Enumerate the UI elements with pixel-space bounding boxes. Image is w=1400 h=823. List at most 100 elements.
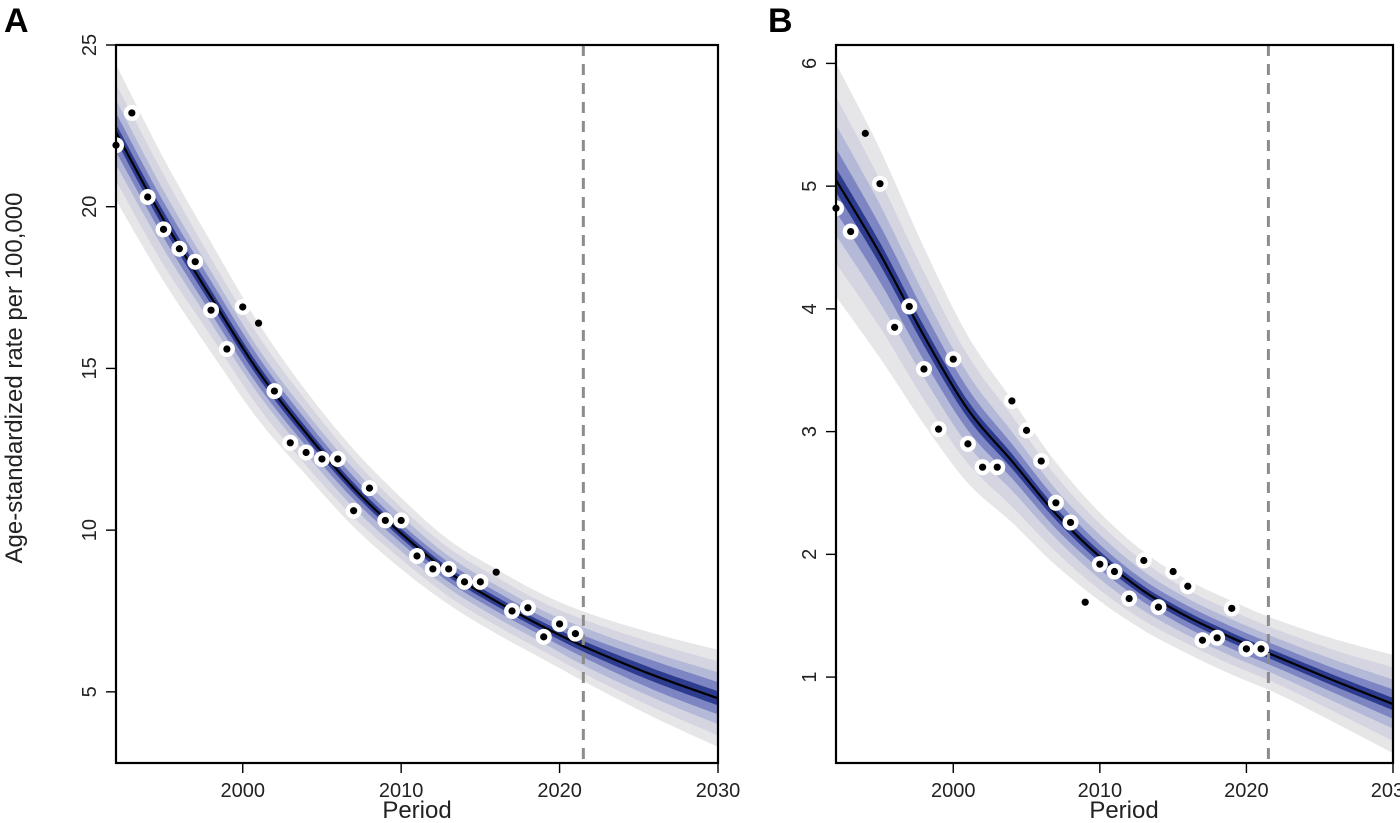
x-tick-label: 2020 — [1224, 780, 1269, 802]
panel-a: A 2000 2010 2020 2030 5 10 15 20 25 Period — [4, 2, 740, 823]
observed-point — [1008, 397, 1016, 405]
observed-point — [1066, 518, 1075, 527]
observed-point — [847, 227, 855, 236]
uncertainty-band-5 — [116, 124, 718, 706]
observed-point — [492, 568, 500, 576]
observed-point — [1110, 567, 1119, 576]
observed-point — [905, 302, 913, 311]
observed-point — [540, 633, 548, 641]
observed-point — [397, 516, 405, 525]
observed-points — [108, 104, 584, 645]
y-tick-label: 2 — [799, 549, 821, 560]
observed-point — [1228, 604, 1236, 612]
observed-point — [876, 180, 884, 188]
observed-point — [1257, 645, 1265, 653]
observed-point — [935, 425, 943, 433]
y-tick-label: 20 — [79, 196, 101, 218]
observed-point — [318, 455, 326, 463]
observed-point — [861, 129, 869, 137]
uncertainty-bands — [836, 63, 1393, 754]
observed-point — [891, 323, 899, 331]
y-tick-label: 4 — [799, 303, 821, 314]
observed-point — [429, 565, 437, 573]
observed-points — [828, 129, 1270, 657]
y-tick-label: 10 — [79, 519, 101, 541]
observed-point — [524, 604, 532, 612]
uncertainty-bands — [116, 64, 718, 747]
x-axis-title: Period — [1089, 797, 1158, 823]
observed-point — [128, 109, 136, 117]
plot-frame — [834, 43, 1395, 765]
observed-point — [1096, 560, 1104, 568]
y-tick-label: 15 — [79, 357, 101, 379]
observed-point — [964, 440, 972, 448]
observed-point — [159, 225, 168, 233]
observed-point — [1140, 556, 1148, 565]
observed-point — [1154, 603, 1163, 611]
observed-point — [1242, 645, 1251, 653]
fitted-curve — [115, 131, 719, 700]
plot-frame — [114, 43, 720, 765]
observed-point — [1125, 594, 1133, 603]
observed-point — [207, 306, 215, 314]
x-tick-label: 2030 — [1371, 780, 1400, 802]
observed-point — [1037, 457, 1045, 465]
observed-point — [239, 303, 247, 311]
y-tick-label: 1 — [799, 672, 821, 683]
y-tick-label: 6 — [799, 58, 821, 69]
panel-label-b: B — [768, 2, 793, 40]
observed-point — [302, 448, 310, 457]
observed-point — [949, 355, 957, 363]
x-axis: 2000 2010 2020 2030 — [220, 763, 740, 802]
observed-point — [1213, 634, 1221, 642]
observed-point — [223, 345, 231, 353]
observed-point — [993, 463, 1001, 471]
x-tick-label: 2010 — [1078, 780, 1123, 802]
observed-point — [571, 630, 580, 638]
x-tick-label: 2000 — [931, 780, 976, 802]
uncertainty-band-3 — [836, 124, 1393, 729]
y-tick-label: 5 — [79, 686, 101, 697]
x-axis: 2000 2010 2020 2030 — [931, 763, 1400, 802]
observed-point — [1052, 499, 1060, 507]
y-axis: 5 10 15 20 25 — [79, 34, 116, 697]
observed-point — [334, 455, 342, 463]
x-axis-title: Period — [382, 797, 451, 823]
observed-point — [350, 507, 358, 515]
x-tick-label: 2020 — [537, 780, 582, 802]
x-tick-label: 2030 — [696, 780, 741, 802]
observed-point — [1022, 426, 1031, 434]
x-tick-label: 2010 — [379, 780, 424, 802]
observed-point — [286, 439, 294, 447]
uncertainty-band-3 — [116, 99, 718, 725]
panel-b: B 2000 2010 2020 2030 1 2 3 4 5 6 Period — [768, 2, 1400, 823]
observed-point — [413, 552, 421, 560]
observed-point — [476, 578, 484, 586]
observed-point — [460, 578, 469, 586]
observed-point — [445, 565, 453, 573]
y-axis-title: Age-standardized rate per 100,000 — [1, 193, 28, 564]
observed-point — [365, 484, 374, 492]
observed-point — [191, 258, 199, 266]
observed-point — [1081, 598, 1089, 606]
observed-point — [175, 245, 183, 253]
uncertainty-band-2 — [836, 96, 1393, 741]
y-tick-label: 5 — [799, 181, 821, 192]
y-tick-label: 3 — [799, 426, 821, 437]
observed-point — [1184, 582, 1192, 590]
fitted-curve — [835, 179, 1394, 706]
observed-point — [555, 620, 564, 628]
y-axis: 1 2 3 4 5 6 — [799, 58, 836, 683]
observed-point — [978, 463, 987, 471]
observed-point — [920, 365, 928, 373]
y-tick-label: 25 — [79, 34, 101, 56]
observed-point — [381, 516, 389, 525]
observed-point — [270, 387, 279, 395]
x-tick-label: 2000 — [220, 780, 265, 802]
panel-label-a: A — [4, 2, 29, 40]
uncertainty-band-2 — [116, 83, 718, 736]
observed-point — [254, 319, 263, 327]
observed-point — [1169, 567, 1177, 576]
observed-point — [508, 607, 516, 615]
